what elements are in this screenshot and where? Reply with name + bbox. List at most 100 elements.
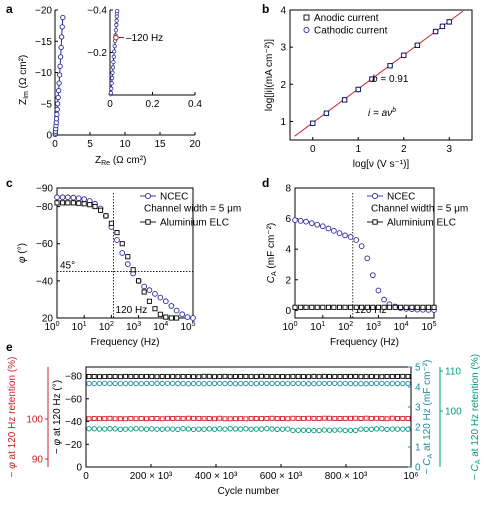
data-point-e [201, 426, 207, 432]
data-point-e [117, 426, 124, 433]
data-point-e [358, 381, 364, 387]
data-point-e [342, 415, 348, 421]
data-point-panel-d-ncec [325, 225, 332, 232]
data-point-e [347, 380, 354, 387]
tick-label-e-left-inner: −40 [65, 417, 82, 428]
data-point-e [91, 416, 97, 422]
tick-label-e-right-inner: 1 [415, 443, 421, 454]
tick-label-e-x: 800 × 10³ [325, 471, 368, 482]
panel-label-b: b [262, 2, 269, 16]
data-point-e [238, 416, 244, 422]
annotation-c-45: 45° [60, 261, 75, 272]
data-point-e [379, 374, 385, 380]
data-point-e [306, 415, 312, 421]
data-point-e [358, 416, 364, 421]
data-point-e [405, 374, 411, 380]
data-point-e [295, 415, 301, 421]
data-point-e [86, 380, 92, 387]
tick-label-b-y: 2 [280, 80, 286, 91]
data-point-panel-d-ncec [303, 218, 309, 225]
data-point-e [264, 374, 270, 379]
data-point-panel-c-aluminium [70, 200, 76, 206]
data-point-panel-c-aluminium [141, 289, 147, 295]
data-point-panel-c-ncec [152, 291, 158, 297]
data-point-e [196, 374, 202, 380]
data-point-e [133, 374, 139, 379]
data-point-e [143, 380, 150, 387]
data-point-e [86, 374, 92, 379]
tick-label-x-panel-d: 105 [421, 321, 436, 333]
tick-label-x-panel-c: 102 [99, 321, 114, 333]
data-point-e [400, 373, 406, 379]
data-point-a [56, 72, 63, 78]
data-point-panel-d-aluminium [309, 304, 315, 310]
data-point-e [206, 416, 212, 422]
data-point-panel-d-ncec [331, 227, 337, 234]
data-point-e [96, 380, 103, 387]
data-point-e [107, 374, 113, 379]
data-point-e [300, 374, 306, 380]
data-point-panel-d-aluminium [398, 304, 404, 310]
data-point-a [55, 94, 61, 101]
data-point-panel-c-aluminium [114, 230, 120, 236]
data-point-e [96, 426, 103, 432]
tick-label-e-right-inner: 2 [415, 423, 421, 434]
axes-frame-e [85, 366, 412, 468]
data-point-e [332, 380, 338, 387]
data-point-panel-d-aluminium [348, 304, 354, 310]
data-point-b-cathodic [309, 120, 316, 127]
data-point-panel-d-aluminium [325, 304, 332, 310]
data-point-e [405, 416, 411, 422]
data-point-e [112, 426, 118, 432]
data-point-a-inset [110, 75, 115, 81]
data-point-panel-c-aluminium [92, 204, 98, 210]
panel-label-e: e [6, 340, 13, 354]
data-point-e [128, 380, 134, 387]
data-point-panel-d-ncec [347, 234, 354, 240]
data-point-e [191, 415, 197, 421]
tick-label-x-panel-d: 101 [310, 321, 325, 333]
marker-120hz [113, 34, 119, 41]
tick-label-a-inset-y: −0.2 [87, 48, 107, 59]
data-point-e [400, 415, 406, 421]
data-point-panel-d-ncec [381, 296, 387, 303]
tick-label-e-left-outer: 90 [32, 455, 44, 466]
data-point-e [379, 416, 385, 421]
data-point-panel-c-aluminium [163, 314, 169, 320]
panel-d: 100 101 102 103 104 105 0 2 4 6 8 Frequency (Hz) CA … [266, 184, 468, 349]
tick-label-a-x: 0 [52, 139, 58, 150]
data-point-e [405, 426, 411, 432]
data-point-panel-c-ncec [81, 196, 88, 202]
data-point-e [128, 374, 134, 379]
data-point-e [170, 426, 176, 432]
panel-e: 0 200 × 10³ 400 × 10³ 600 × 10³ 800 × 10³ 10⁶… [7, 354, 482, 497]
data-point-b-cathodic [400, 52, 407, 59]
data-point-a-inset [111, 54, 116, 59]
data-point-a [53, 116, 60, 122]
data-point-e [102, 380, 108, 387]
data-point-e [149, 380, 155, 387]
tick-label-b-x: 3 [446, 144, 452, 155]
data-point-e [389, 380, 395, 387]
data-point-e [395, 416, 400, 421]
axis-label-x-panel-c: Frequency (Hz) [91, 337, 160, 348]
data-point-e [305, 381, 312, 387]
data-point-e [384, 426, 390, 433]
data-point-e [368, 374, 374, 379]
data-point-e [253, 426, 259, 432]
data-point-a-inset [111, 59, 116, 65]
data-point-e [253, 416, 259, 421]
data-point-e [332, 427, 338, 433]
data-point-e [316, 427, 322, 434]
data-point-e [321, 427, 327, 433]
tick-label-y-panel-c: −60 [36, 239, 53, 250]
tick-label-a-x: 5 [87, 139, 93, 150]
data-point-e [280, 374, 285, 380]
tick-label-a-inset-x: 0 [107, 99, 113, 110]
tick-label-x-panel-c: 103 [126, 321, 141, 333]
data-point-e [190, 426, 197, 433]
data-point-e [164, 374, 170, 380]
tick-label-a-y: −10 [35, 68, 52, 79]
tick-label-y-panel-c: −40 [36, 276, 53, 287]
data-point-e [353, 381, 359, 387]
